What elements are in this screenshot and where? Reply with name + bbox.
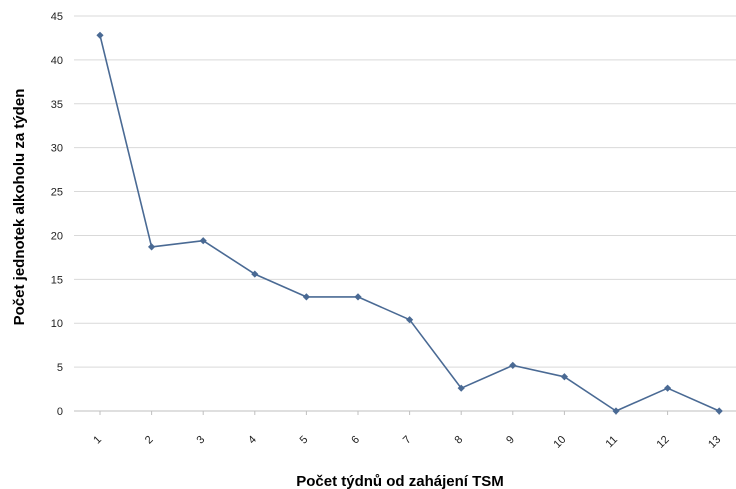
y-tick-label-0: 0 bbox=[57, 406, 63, 418]
x-tick-label-1: 1 bbox=[91, 434, 104, 447]
data-point-6 bbox=[354, 293, 362, 301]
x-tick-label-3: 3 bbox=[195, 434, 208, 447]
x-tick-label-13: 13 bbox=[706, 434, 723, 451]
x-tick-label-10: 10 bbox=[551, 434, 568, 451]
y-tick-label-35: 35 bbox=[51, 99, 63, 111]
data-point-5 bbox=[302, 293, 310, 301]
x-tick-label-7: 7 bbox=[401, 434, 414, 447]
data-point-4 bbox=[251, 270, 259, 278]
x-tick-label-12: 12 bbox=[655, 434, 672, 451]
y-tick-label-45: 45 bbox=[51, 11, 63, 23]
y-tick-label-40: 40 bbox=[51, 55, 63, 67]
y-tick-label-15: 15 bbox=[51, 274, 63, 286]
y-tick-label-20: 20 bbox=[51, 230, 63, 242]
series-group bbox=[96, 31, 723, 415]
data-point-10 bbox=[560, 373, 568, 381]
x-tick-label-4: 4 bbox=[246, 434, 259, 447]
y-tick-label-5: 5 bbox=[57, 362, 63, 374]
y-tick-label-30: 30 bbox=[51, 143, 63, 155]
x-tick-label-11: 11 bbox=[604, 434, 621, 451]
data-point-2 bbox=[148, 243, 156, 251]
x-tick-label-9: 9 bbox=[504, 434, 517, 447]
y-tick-label-10: 10 bbox=[51, 318, 63, 330]
y-tick-label-25: 25 bbox=[51, 187, 63, 199]
data-point-9 bbox=[509, 361, 517, 369]
data-point-12 bbox=[664, 384, 672, 392]
data-point-11 bbox=[612, 407, 620, 415]
data-point-8 bbox=[457, 384, 465, 392]
y-axis-title: Počet jednotek alkoholu za týden bbox=[11, 89, 28, 326]
gridlines bbox=[74, 15, 736, 415]
x-tick-label-6: 6 bbox=[349, 434, 362, 447]
series-line-0 bbox=[99, 35, 720, 412]
x-tick-label-2: 2 bbox=[143, 434, 156, 447]
data-point-13 bbox=[715, 407, 723, 415]
x-axis-title: Počet týdnů od zahájení TSM bbox=[296, 473, 504, 489]
x-tick-label-8: 8 bbox=[453, 434, 466, 447]
y-tick-labels: 0 5 10 15 20 25 30 35 40 45 bbox=[51, 11, 63, 418]
data-point-1 bbox=[96, 31, 104, 39]
data-point-7 bbox=[406, 316, 414, 324]
x-tick-labels: 1 2 3 4 5 6 7 8 9 10 11 12 13 bbox=[91, 434, 723, 451]
x-tick-label-5: 5 bbox=[298, 434, 311, 447]
data-point-3 bbox=[199, 237, 207, 245]
